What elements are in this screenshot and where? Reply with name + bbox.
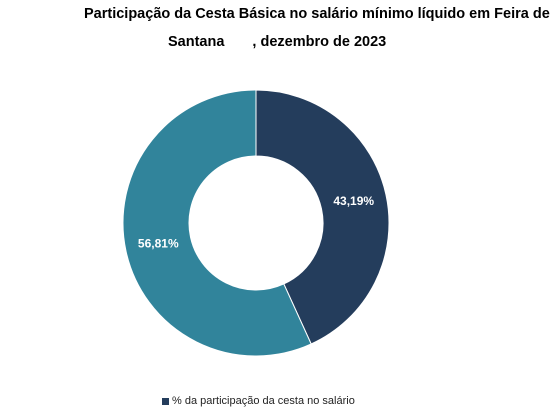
donut-slice-1 <box>255 89 390 345</box>
slice-label-1: 43,19% <box>333 194 374 208</box>
donut-slices <box>122 89 390 357</box>
chart-title-place: Santana <box>168 34 225 50</box>
legend-label: % da participação da cesta no salário <box>172 395 355 407</box>
slice-label-2: 56,81% <box>138 236 179 250</box>
donut-labels: 43,19% 56,81% <box>138 194 374 250</box>
chart-title-date: , dezembro de 2023 <box>252 34 387 50</box>
legend-swatch <box>162 397 169 405</box>
chart-title-line-1: Participação da Cesta Básica no salário … <box>84 6 550 22</box>
donut-slice-2 <box>122 89 312 357</box>
chart-legend: % da participação da cesta no salário <box>162 395 355 407</box>
chart-title-line-2: Santana , dezembro de 2023 <box>168 32 386 53</box>
